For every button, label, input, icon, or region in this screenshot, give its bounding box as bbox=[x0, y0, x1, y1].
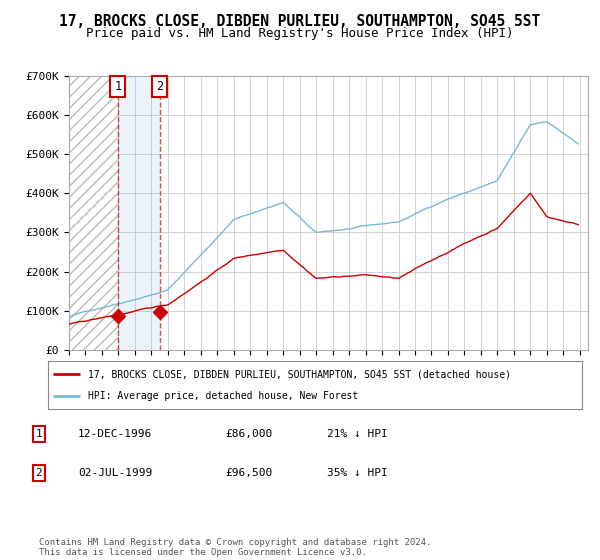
Text: 1: 1 bbox=[114, 80, 121, 93]
Text: 35% ↓ HPI: 35% ↓ HPI bbox=[327, 468, 388, 478]
Text: £96,500: £96,500 bbox=[225, 468, 272, 478]
Text: 21% ↓ HPI: 21% ↓ HPI bbox=[327, 429, 388, 439]
Text: £86,000: £86,000 bbox=[225, 429, 272, 439]
Text: HPI: Average price, detached house, New Forest: HPI: Average price, detached house, New … bbox=[88, 391, 358, 401]
Text: 12-DEC-1996: 12-DEC-1996 bbox=[78, 429, 152, 439]
Text: Price paid vs. HM Land Registry's House Price Index (HPI): Price paid vs. HM Land Registry's House … bbox=[86, 27, 514, 40]
Text: 2: 2 bbox=[35, 468, 43, 478]
Bar bbox=[118, 76, 160, 350]
Text: 17, BROCKS CLOSE, DIBDEN PURLIEU, SOUTHAMPTON, SO45 5ST (detached house): 17, BROCKS CLOSE, DIBDEN PURLIEU, SOUTHA… bbox=[88, 369, 511, 379]
Text: 2: 2 bbox=[156, 80, 163, 93]
Text: 02-JUL-1999: 02-JUL-1999 bbox=[78, 468, 152, 478]
Text: Contains HM Land Registry data © Crown copyright and database right 2024.
This d: Contains HM Land Registry data © Crown c… bbox=[39, 538, 431, 557]
Text: 1: 1 bbox=[35, 429, 43, 439]
Text: 17, BROCKS CLOSE, DIBDEN PURLIEU, SOUTHAMPTON, SO45 5ST: 17, BROCKS CLOSE, DIBDEN PURLIEU, SOUTHA… bbox=[59, 14, 541, 29]
Bar bbox=[69, 76, 118, 350]
